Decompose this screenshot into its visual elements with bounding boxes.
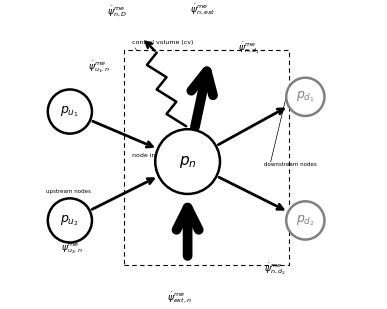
Text: downstream nodes: downstream nodes	[264, 162, 317, 167]
Text: $p_{d_2}$: $p_{d_2}$	[296, 213, 315, 228]
Text: $\dot{\psi}_{n,D}^{me}$: $\dot{\psi}_{n,D}^{me}$	[107, 5, 127, 19]
Text: $p_{u_2}$: $p_{u_2}$	[60, 213, 79, 228]
Text: $\dot{\psi}_{u_1,n}^{me}$: $\dot{\psi}_{u_1,n}^{me}$	[87, 59, 110, 75]
Bar	[124, 50, 289, 265]
Circle shape	[286, 78, 324, 116]
Text: node in cv: node in cv	[132, 153, 169, 170]
Text: $\dot{\psi}_{ext,n}^{me}$: $\dot{\psi}_{ext,n}^{me}$	[167, 291, 192, 305]
Circle shape	[48, 198, 92, 243]
Text: $p_{d_1}$: $p_{d_1}$	[296, 90, 315, 104]
Circle shape	[155, 129, 220, 194]
Text: $\dot{\psi}_{n,d_2}^{me}$: $\dot{\psi}_{n,d_2}^{me}$	[264, 262, 286, 277]
Circle shape	[286, 201, 324, 239]
Text: $p_n$: $p_n$	[179, 154, 197, 170]
Text: $p_{u_1}$: $p_{u_1}$	[60, 104, 79, 119]
Circle shape	[48, 90, 92, 133]
Text: $\dot{\psi}_{n,d_1}^{me}$: $\dot{\psi}_{n,d_1}^{me}$	[238, 40, 259, 56]
Text: $\dot{\psi}_{n,ext}^{me}$: $\dot{\psi}_{n,ext}^{me}$	[190, 3, 215, 17]
Text: $\dot{\psi}_{u_2,n}^{me}$: $\dot{\psi}_{u_2,n}^{me}$	[61, 240, 83, 256]
Text: control volume (cv): control volume (cv)	[132, 40, 193, 45]
Text: upstream nodes: upstream nodes	[46, 188, 91, 193]
